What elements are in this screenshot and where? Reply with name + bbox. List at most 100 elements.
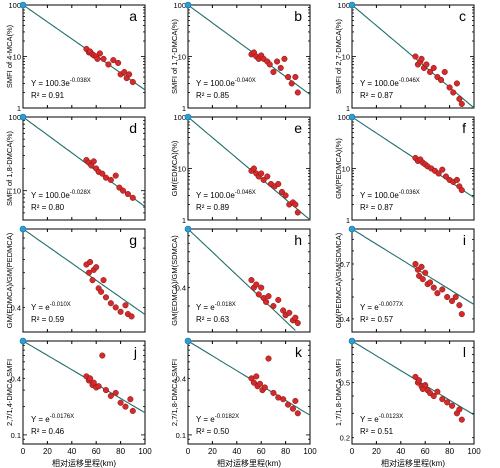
data-point [129,194,136,201]
data-point [458,311,465,318]
y-tick-label: 0.4 [340,315,350,324]
equation-exponent: -0.046X [399,78,420,84]
r-squared: R² = 0.91 [31,91,65,100]
r-squared: R² = 0.59 [31,315,65,324]
data-point [100,277,107,284]
x-axis-title: 相对运移里程(km) [52,458,116,468]
y-axis-title: GM(EDMCA)/GM(PEDMCA) [5,232,14,328]
plot-frame [187,340,311,445]
data-point [107,176,114,183]
data-point [265,293,272,300]
data-point [448,402,456,409]
data-point [453,80,460,87]
y-tick-label: 10 [342,165,350,174]
data-point [253,373,260,380]
data-point [294,89,301,96]
y-tick-label: 100 [337,1,350,10]
data-point [129,78,136,86]
origin-point [19,1,27,9]
x-tick-label: 60 [92,447,101,456]
data-point [270,68,277,76]
y-tick-label: 10 [178,53,186,62]
data-point [270,389,277,396]
origin-point [19,225,27,233]
origin-point [348,225,356,233]
data-point [112,389,119,396]
data-point [277,64,284,71]
data-point [435,170,442,177]
data-point [87,258,94,266]
panel-letter: e [294,120,302,136]
y-tick-label: 0.4 [11,374,21,383]
data-point [439,286,446,293]
equation-exponent: -0.0077X [379,302,403,308]
equation-exponent: -0.0176X [50,414,74,420]
equation-base: Y = e [196,303,215,312]
y-tick-label: 10 [13,53,21,62]
fit-equation: Y = 100.0e-0.036X [360,190,420,200]
y-axis-title: GM(EDMCA)/GM(SDMCA) [170,235,179,326]
y-tick-label: 0.2 [340,434,350,443]
data-point [456,406,463,413]
data-point [441,68,448,76]
panel-letter: i [463,232,466,248]
fit-line [187,4,311,95]
x-axis-title: 相对运移里程(km) [217,458,281,468]
data-point [253,281,260,288]
data-point [294,410,301,417]
x-tick-label: 40 [396,447,405,456]
data-point [292,201,299,208]
r-squared: R² = 0.87 [360,91,394,100]
equation-base: Y = 100.0e [196,191,235,200]
y-tick-label: 0.4 [176,374,186,383]
equation-base: Y = e [360,415,379,424]
data-point [427,279,434,286]
y-tick-label: 1 [182,104,186,113]
x-tick-label: 80 [445,447,454,456]
panel-c: 1 10 100 SMFI of 2,7-DMCA(%) c Y = 100.0e-0.0… [334,1,475,113]
data-point [275,296,282,304]
y-tick-label: 0.1 [11,431,21,440]
data-point [430,64,437,71]
data-point [458,416,465,423]
fit-equation: Y = 100.3e-0.038X [31,78,91,88]
data-point [99,352,106,359]
y-axis-title: SMFI of 1,7-DMCA(%) [170,18,179,94]
data-point [427,68,434,76]
data-point [112,172,119,179]
panel-f: 1 10 100 GM(PEDMCA)(%) f Y = 100.0e-0.036X R² … [334,113,475,225]
origin-point [184,337,192,345]
data-point [444,293,451,301]
panel-letter: a [129,8,137,24]
equation-exponent: -0.040X [235,78,256,84]
data-point [256,380,264,387]
equation-base: Y = e [360,303,379,312]
r-squared: R² = 0.87 [360,203,394,212]
data-point [456,95,463,102]
x-tick-label: 0 [350,447,355,456]
fit-line [22,228,146,316]
panel-k: 0 20 40 60 80 100 相对运移里程(km) 0.4 0.1 2,7/1,8-DMCA… [170,337,317,468]
panel-b: 1 10 100 SMFI of 1,7-DMCA(%) b Y = 100.0e-0.0… [170,1,311,113]
panel-l: 0 20 40 60 80 100 相对运移里程(km) 0.5 0.2 1,7/1,8-DMCA… [334,337,481,468]
data-point [458,100,465,107]
data-point [263,298,270,305]
data-point [422,382,429,389]
data-point [107,300,114,307]
equation-exponent: -0.038X [70,78,91,84]
data-point [96,50,103,57]
x-tick-label: 80 [281,447,290,456]
data-point [105,61,112,68]
origin-point [348,337,356,345]
data-point [270,303,277,310]
fit-equation: Y = 100.0e-0.046X [360,78,420,88]
data-point [444,399,451,406]
y-axis-title: SMFI of 1,8-DMCA(%) [5,130,14,206]
y-tick-label: 10 [342,53,350,62]
panel-letter: f [462,120,466,136]
plot-frame [22,228,146,333]
data-point [416,377,423,384]
fit-equation: Y = e-0.0077X [360,302,403,312]
